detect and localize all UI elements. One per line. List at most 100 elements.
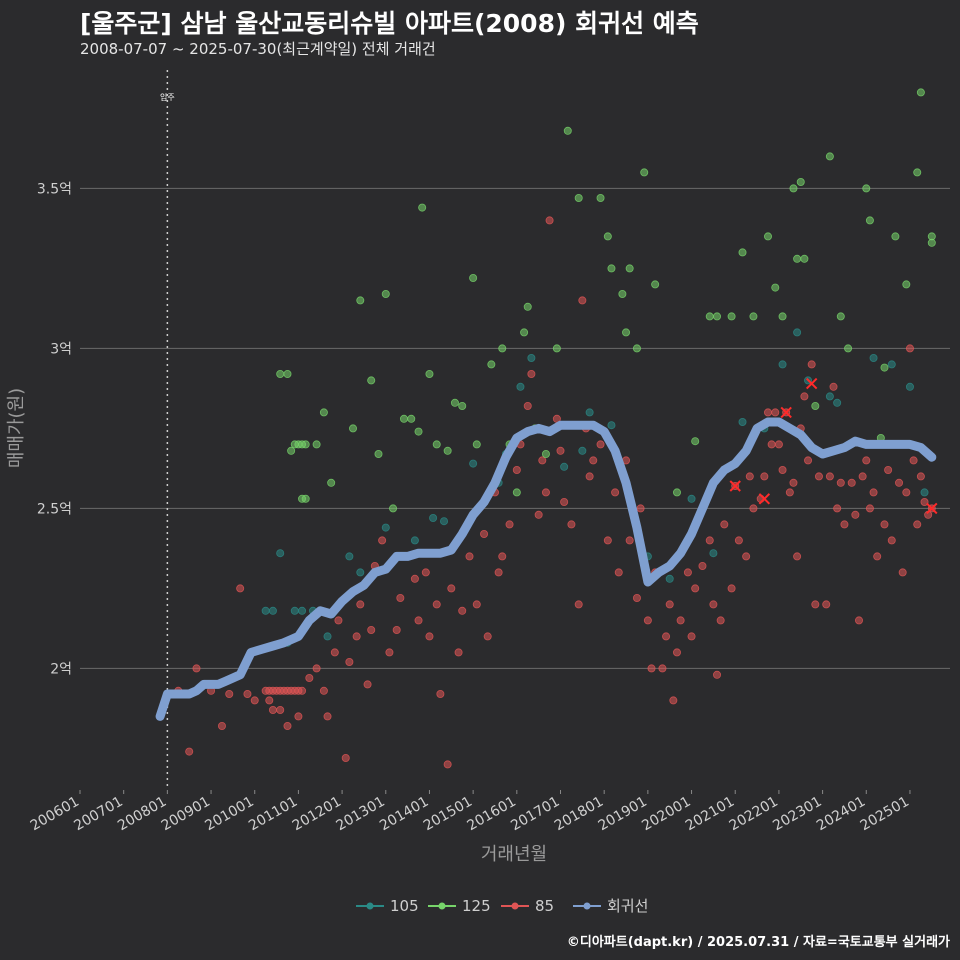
point-125 — [425, 369, 434, 378]
point-85 — [567, 520, 576, 529]
point-85 — [425, 632, 434, 641]
point-85 — [192, 664, 201, 673]
point-85 — [414, 616, 423, 625]
legend-key-dot — [511, 902, 519, 910]
point-85 — [352, 632, 361, 641]
point-85 — [265, 696, 274, 705]
point-85 — [869, 488, 878, 497]
point-125 — [469, 273, 478, 282]
point-125 — [691, 437, 700, 446]
point-125 — [927, 238, 936, 247]
point-85 — [527, 369, 536, 378]
point-125 — [399, 414, 408, 423]
point-85 — [534, 510, 543, 519]
point-85 — [749, 504, 758, 513]
point-85 — [614, 568, 623, 577]
point-85 — [294, 712, 303, 721]
point-125 — [811, 401, 820, 410]
highlight-mark — [805, 377, 818, 390]
point-125 — [574, 193, 583, 202]
x-tick-label: 201401 — [377, 794, 431, 835]
point-85 — [217, 722, 226, 731]
x-tick-label: 202501 — [858, 794, 912, 835]
legend: 105 125 85 회귀선 — [356, 897, 648, 915]
point-125 — [862, 184, 871, 193]
point-125 — [596, 193, 605, 202]
point-105 — [833, 398, 842, 407]
point-105 — [410, 536, 419, 545]
point-85 — [396, 594, 405, 603]
point-125 — [865, 216, 874, 225]
legend-label: 125 — [462, 897, 491, 915]
point-125 — [414, 427, 423, 436]
point-125 — [552, 344, 561, 353]
point-85 — [498, 552, 507, 561]
point-85 — [243, 690, 252, 699]
highlight-mark — [758, 493, 771, 505]
point-85 — [341, 754, 350, 763]
point-85 — [713, 670, 722, 679]
point-125 — [563, 126, 572, 135]
point-125 — [327, 478, 336, 487]
point-105 — [709, 549, 718, 558]
point-125 — [607, 264, 616, 273]
point-85 — [436, 690, 445, 699]
point-85 — [811, 600, 820, 609]
point-85 — [895, 478, 904, 487]
point-85 — [734, 536, 743, 545]
point-85 — [840, 520, 849, 529]
point-85 — [905, 344, 914, 353]
legend-label: 105 — [390, 897, 419, 915]
point-105 — [607, 421, 616, 430]
point-85 — [669, 696, 678, 705]
point-85 — [421, 568, 430, 577]
point-85 — [793, 552, 802, 561]
point-125 — [880, 363, 889, 372]
point-85 — [250, 696, 259, 705]
point-85 — [884, 465, 893, 474]
point-105 — [687, 494, 696, 503]
point-125 — [389, 504, 398, 513]
point-85 — [432, 600, 441, 609]
point-85 — [458, 606, 467, 615]
chart-subtitle: 2008-07-07 ~ 2025-07-30(최근계약일) 전체 거래건 — [80, 40, 436, 58]
point-125 — [625, 264, 634, 273]
point-125 — [713, 312, 722, 321]
point-125 — [356, 296, 365, 305]
point-125 — [487, 360, 496, 369]
point-125 — [301, 440, 310, 449]
point-85 — [727, 584, 736, 593]
point-125 — [705, 312, 714, 321]
point-85 — [363, 680, 372, 689]
point-85 — [829, 382, 838, 391]
point-85 — [319, 686, 328, 695]
regression-line — [155, 417, 937, 721]
point-85 — [185, 747, 194, 756]
point-105 — [429, 514, 438, 523]
point-85 — [225, 690, 234, 699]
point-105 — [298, 606, 307, 615]
point-125 — [523, 302, 532, 311]
point-125 — [651, 280, 660, 289]
legend-key-dot — [366, 902, 374, 910]
point-85 — [585, 472, 594, 481]
point-125 — [793, 254, 802, 263]
x-tick-label: 201201 — [290, 794, 344, 835]
point-85 — [505, 520, 514, 529]
point-125 — [727, 312, 736, 321]
point-85 — [662, 632, 671, 641]
x-tick-label: 200901 — [159, 794, 213, 835]
point-85 — [858, 472, 867, 481]
highlight-marks — [729, 377, 938, 515]
point-85 — [378, 536, 387, 545]
point-85 — [691, 584, 700, 593]
point-125 — [541, 449, 550, 458]
point-85 — [865, 504, 874, 513]
point-105 — [825, 392, 834, 401]
point-125 — [374, 449, 383, 458]
point-125 — [312, 440, 321, 449]
point-85 — [483, 632, 492, 641]
point-125 — [301, 494, 310, 503]
x-axis-ticks: 2006012007012008012009012010012011012012… — [28, 790, 912, 834]
point-85 — [636, 504, 645, 513]
